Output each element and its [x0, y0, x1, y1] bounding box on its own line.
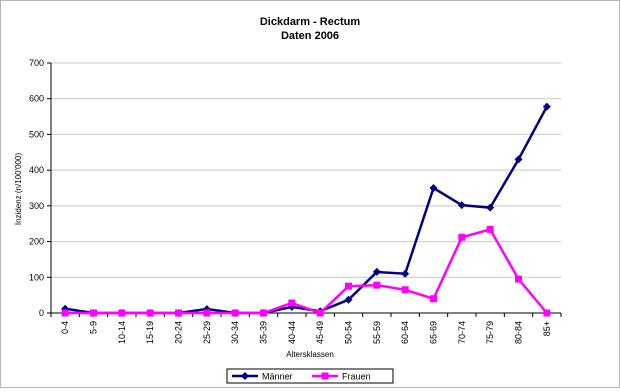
- data-point-frauen: [203, 309, 211, 317]
- x-tick-label: 30-34: [230, 321, 240, 344]
- chart-title: Dickdarm - Rectum: [260, 16, 360, 28]
- y-tick-label: 300: [29, 201, 44, 211]
- data-point-frauen: [288, 299, 296, 307]
- legend-box: [226, 368, 394, 384]
- gridlines: [51, 62, 561, 314]
- data-point-mnner: [514, 155, 523, 164]
- data-point-frauen: [401, 286, 409, 294]
- legend: Männer Frauen: [226, 368, 394, 384]
- y-tick-label: 0: [39, 308, 44, 318]
- data-point-frauen: [345, 282, 352, 290]
- x-tick-label: 10-14: [117, 321, 127, 344]
- data-point-frauen: [118, 309, 126, 317]
- series-layer: [61, 102, 551, 317]
- y-axis-ticks: 0 100 200 300 400 500 600 700: [29, 58, 51, 318]
- x-tick-label: 15-19: [145, 321, 155, 344]
- x-tick-label: 40-44: [287, 321, 297, 344]
- data-point-frauen: [175, 309, 182, 317]
- x-tick-label: 50-54: [344, 321, 354, 344]
- data-point-mnner: [429, 184, 438, 192]
- x-tick-label: 65-69: [429, 321, 439, 344]
- x-tick-label: 75-79: [485, 321, 495, 344]
- series-line-frauen: [65, 227, 548, 315]
- legend-label-frauen: Frauen: [342, 372, 371, 382]
- data-point-frauen: [515, 275, 522, 283]
- data-point-mnner: [542, 102, 551, 111]
- legend-marker-frauen: [321, 372, 329, 380]
- x-tick-label: 85+: [542, 321, 552, 336]
- y-axis-label: Inzidenz (n/100'000): [14, 153, 23, 226]
- x-tick-label: 60-64: [400, 321, 410, 344]
- x-tick-label: 5-9: [89, 321, 99, 334]
- data-point-frauen: [316, 309, 324, 317]
- y-tick-label: 400: [29, 165, 44, 175]
- data-point-mnner: [401, 269, 410, 278]
- x-tick-label: 80-84: [514, 321, 524, 344]
- data-point-frauen: [430, 295, 437, 303]
- x-tick-label: 35-39: [259, 321, 269, 344]
- chart-subtitle: Daten 2006: [281, 30, 339, 42]
- data-point-frauen: [146, 309, 154, 317]
- legend-marker-mnner: [241, 372, 249, 380]
- x-tick-label: 25-29: [202, 321, 212, 344]
- data-point-frauen: [231, 309, 239, 317]
- y-tick-label: 500: [29, 129, 44, 139]
- data-point-mnner: [486, 203, 495, 212]
- data-point-frauen: [61, 309, 69, 317]
- x-tick-label: 70-74: [457, 321, 467, 344]
- x-axis-label: Altersklassen: [286, 350, 334, 359]
- series-frauen: [61, 225, 551, 317]
- y-tick-label: 600: [29, 94, 44, 104]
- y-tick-label: 100: [29, 272, 44, 282]
- x-tick-label: 45-49: [315, 321, 325, 344]
- data-point-frauen: [260, 309, 267, 317]
- x-tick-label: 0-4: [60, 321, 70, 334]
- legend-label-mnner: Männer: [262, 372, 293, 382]
- x-tick-label: 20-24: [174, 321, 184, 344]
- data-point-frauen: [543, 309, 551, 317]
- x-tick-label: 55-59: [372, 321, 382, 344]
- y-tick-label: 700: [29, 58, 44, 68]
- data-point-frauen: [458, 233, 466, 241]
- data-point-frauen: [90, 309, 97, 317]
- y-tick-label: 200: [29, 237, 44, 247]
- data-point-mnner: [372, 267, 381, 276]
- x-axis-ticks: 0-4 5-9 10-14 15-19 20-24 25-29 30-34 35-39 40-4…: [50, 313, 562, 344]
- data-point-frauen: [373, 281, 381, 289]
- data-point-mnner: [457, 201, 466, 210]
- data-point-mnner: [344, 295, 353, 304]
- data-point-frauen: [486, 225, 494, 233]
- series-line-mnner: [64, 105, 548, 315]
